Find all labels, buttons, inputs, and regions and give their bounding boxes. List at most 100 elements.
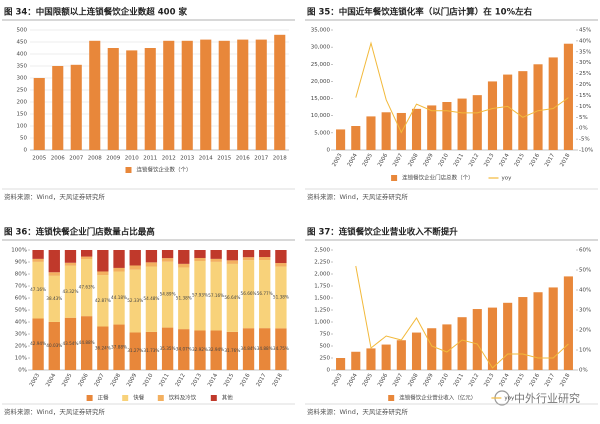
- bar: [503, 302, 513, 370]
- bar: [503, 74, 513, 150]
- bar: [487, 307, 498, 370]
- bar-segment: [145, 250, 158, 263]
- x-tick-label: 2013: [191, 372, 203, 388]
- data-label: 47.63%: [79, 285, 95, 290]
- bar: [533, 292, 543, 370]
- bar: [533, 64, 543, 150]
- y2-tick-label: 50%: [579, 268, 591, 274]
- x-tick-label: 2003: [331, 152, 343, 168]
- bar-segment: [97, 271, 109, 276]
- data-label: 52.33%: [127, 298, 143, 303]
- legend-label: 连锁餐饮企业门店总数（个）: [402, 174, 474, 182]
- data-label: 40.03%: [46, 343, 62, 348]
- bar-segment: [32, 318, 44, 370]
- y-tick-label: 350: [17, 64, 28, 70]
- y2-tick-label: 0%: [579, 368, 588, 374]
- bar: [472, 95, 482, 150]
- legend-label: yoy: [502, 176, 513, 182]
- legend-label: yoy: [504, 396, 515, 402]
- bar-segment: [210, 258, 222, 262]
- y-tick-label: 30%: [15, 332, 27, 338]
- x-tick-label: 2003: [331, 372, 343, 388]
- bar: [366, 116, 376, 150]
- chart-title: 图 35：中国近年餐饮连锁化率（以门店计算）在 10%左右: [307, 7, 533, 18]
- data-label: 35.35%: [160, 346, 176, 351]
- data-label: 51.38%: [273, 294, 289, 299]
- bar: [33, 78, 45, 150]
- source-note: 资料来源：Wind，天风证券研究所: [4, 192, 105, 201]
- x-tick-label: 2010: [438, 152, 450, 168]
- y-tick-label: 40%: [15, 320, 27, 326]
- x-tick-label: 2008: [407, 372, 419, 388]
- bar: [411, 108, 422, 150]
- bar-segment: [145, 262, 158, 267]
- y-tick-label: 450: [17, 40, 28, 46]
- x-tick-label: 2006: [51, 156, 65, 162]
- x-tick-label: 2009: [126, 372, 138, 388]
- y2-tick-label: 60%: [579, 248, 591, 254]
- y2-tick-label: 40%: [579, 38, 591, 44]
- data-label: 57.16%: [208, 293, 224, 298]
- data-label: 32.94%: [208, 347, 224, 352]
- bar-segment: [210, 330, 222, 370]
- bar: [52, 66, 64, 150]
- y-tick-label: 500: [320, 344, 331, 350]
- bar-segment: [64, 262, 77, 266]
- legend-swatch: [391, 175, 398, 181]
- legend-swatch: [86, 395, 93, 401]
- x-tick-label: 2014: [498, 372, 510, 388]
- bar-segment: [32, 258, 44, 262]
- x-tick-label: 2012: [468, 153, 480, 168]
- y-tick-label: 200: [17, 100, 28, 106]
- x-tick-label: 2007: [69, 156, 83, 162]
- bar: [457, 98, 467, 150]
- bar-segment: [275, 266, 287, 329]
- bar-segment: [242, 260, 255, 329]
- x-tick-label: 2011: [453, 373, 465, 388]
- data-label: 43.32%: [62, 289, 78, 294]
- bar: [274, 34, 286, 150]
- x-tick-label: 2016: [236, 156, 250, 162]
- bar: [518, 297, 528, 370]
- chart-panel: 图 36：连锁快餐企业门店数量占比最高 0% 10% 20% 30% 40% 50% 60% 7…: [2, 227, 295, 416]
- y2-tick-label: 35%: [579, 49, 591, 55]
- bar-segment: [32, 261, 44, 319]
- y-tick-label: 10,000: [311, 113, 331, 119]
- data-label: 57.93%: [192, 293, 208, 298]
- bar-segment: [161, 250, 174, 259]
- bar-segment: [161, 261, 174, 328]
- y-tick-label: 1,250: [314, 308, 330, 314]
- bar-segment: [64, 250, 77, 263]
- bar: [457, 317, 467, 370]
- x-tick-label: 2011: [143, 156, 157, 162]
- data-label: 32.92%: [192, 347, 208, 352]
- bar: [411, 332, 422, 370]
- x-tick-label: 2006: [377, 372, 389, 388]
- bar-segment: [129, 250, 141, 266]
- bar-segment: [129, 265, 141, 270]
- y-tick-label: 0: [327, 148, 331, 154]
- x-tick-label: 2009: [106, 156, 120, 162]
- x-tick-label: 2011: [158, 373, 170, 388]
- chart-panel: 图 35：中国近年餐饮连锁化率（以门店计算）在 10%左右 0 5,000 10,00…: [305, 7, 598, 201]
- x-tick-label: 2018: [272, 372, 284, 388]
- legend-swatch: [125, 167, 132, 173]
- bar-segment: [48, 272, 60, 276]
- bar: [548, 57, 558, 150]
- y-tick-label: 250: [17, 88, 28, 94]
- bar: [487, 81, 498, 150]
- data-label: 44.88%: [79, 340, 95, 345]
- y2-tick-label: 30%: [579, 60, 591, 66]
- bar: [548, 287, 558, 370]
- x-tick-label: 2015: [514, 152, 526, 168]
- y-tick-label: 20,000: [311, 79, 331, 85]
- y2-tick-label: 25%: [579, 71, 591, 77]
- legend-label: 连锁餐饮企业营业收入（亿元）: [399, 394, 476, 402]
- line-series: [355, 265, 569, 369]
- bar: [427, 328, 437, 370]
- line-series: [355, 41, 569, 134]
- bar-segment: [242, 328, 255, 370]
- bar-segment: [129, 269, 141, 333]
- source-note: 资料来源：Wind，天风证券研究所: [4, 407, 105, 416]
